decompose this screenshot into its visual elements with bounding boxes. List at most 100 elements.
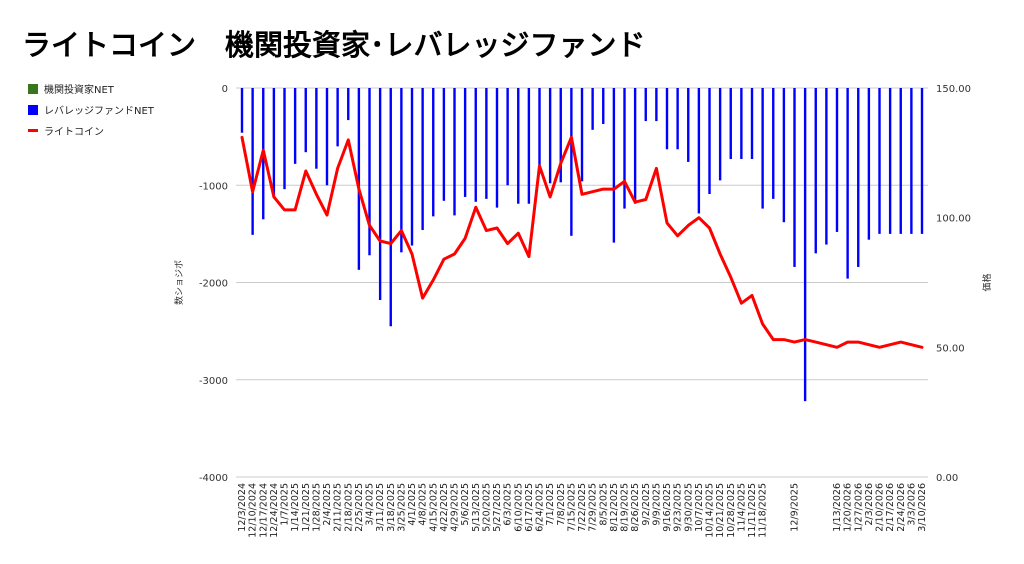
bar-leveraged (400, 88, 403, 253)
bar-leveraged (336, 88, 339, 147)
x-tick-label: 9/23/2025 (673, 483, 684, 532)
x-tick-label: 9/30/2025 (683, 483, 694, 532)
x-tick-label: 7/1/2025 (545, 483, 556, 526)
bar-leveraged (474, 88, 477, 202)
bar-leveraged (888, 88, 892, 234)
x-tick-label: 10/14/2025 (705, 483, 716, 538)
bar-leveraged (835, 88, 839, 232)
bar-leveraged (602, 88, 605, 124)
bar-leveraged (846, 88, 849, 279)
x-tick-label: 5/27/2025 (492, 483, 503, 532)
x-tick-label: 4/22/2025 (439, 483, 450, 532)
bar-leveraged (527, 88, 531, 204)
bar-leveraged (612, 88, 616, 243)
bar-leveraged (718, 88, 722, 181)
bar-leveraged (814, 88, 817, 254)
x-tick-label: 6/10/2025 (513, 483, 524, 532)
x-tick-label: 1/20/2026 (843, 483, 854, 532)
x-tick-label: 9/16/2025 (662, 483, 673, 532)
bar-leveraged (665, 88, 669, 150)
right-axis-tick-label: 0.00 (936, 473, 958, 484)
bar-leveraged (740, 88, 743, 159)
x-tick-label: 1/28/2025 (311, 483, 322, 532)
bar-leveraged (687, 88, 690, 162)
x-tick-label: 2/11/2025 (333, 483, 344, 532)
bar-leveraged (782, 88, 786, 223)
right-axis-tick-label: 100.00 (936, 214, 971, 225)
bar-leveraged (304, 88, 307, 153)
x-tick-label: 5/13/2025 (471, 483, 482, 532)
legend: 機関投資家NET レバレッジファンドNET ライトコイン (28, 78, 154, 141)
bar-leveraged (644, 88, 647, 122)
x-tick-label: 4/29/2025 (450, 483, 461, 532)
x-tick-label: 9/2/2025 (641, 483, 652, 526)
bar-leveraged (442, 88, 446, 201)
bar-leveraged (293, 88, 297, 164)
x-tick-label: 3/18/2025 (386, 483, 397, 532)
x-tick-label: 7/8/2025 (556, 483, 567, 526)
x-tick-label: 1/21/2025 (301, 483, 312, 532)
bar-leveraged (580, 88, 584, 182)
x-tick-label: 8/26/2025 (630, 483, 641, 532)
legend-item-litecoin: ライトコイン (28, 120, 154, 141)
x-tick-label: 12/9/2025 (790, 483, 801, 532)
x-tick-label: 1/27/2026 (853, 483, 864, 532)
bar-leveraged (633, 88, 637, 204)
bar-leveraged (570, 88, 573, 236)
bar-leveraged (729, 88, 732, 159)
bar-leveraged (463, 88, 467, 197)
legend-swatch-institutional (28, 83, 38, 94)
bar-leveraged (772, 88, 775, 199)
bar-leveraged (453, 88, 456, 216)
bar-leveraged (283, 88, 286, 190)
x-tick-label: 11/18/2025 (758, 483, 769, 538)
line-litecoin (240, 135, 924, 349)
bar-leveraged (591, 88, 594, 130)
left-axis-tick-label: 0 (222, 84, 228, 95)
bar-leveraged (485, 88, 488, 199)
bar-leveraged (325, 88, 329, 186)
x-tick-label: 10/21/2025 (715, 483, 726, 538)
x-tick-label: 11/11/2025 (747, 483, 758, 538)
x-tick-label: 4/8/2025 (418, 483, 429, 526)
x-tick-label: 5/6/2025 (460, 483, 471, 526)
x-tick-label: 2/18/2025 (343, 483, 354, 532)
bar-leveraged (538, 88, 541, 174)
left-axis-tick-label: -4000 (199, 473, 228, 484)
x-tick-label: 4/1/2025 (407, 483, 418, 526)
bar-leveraged (899, 88, 902, 234)
x-tick-label: 6/17/2025 (524, 483, 535, 532)
x-tick-label: 1/13/2026 (832, 483, 843, 532)
x-tick-label: 2/4/2025 (322, 483, 333, 526)
right-axis-title: 価格 (981, 273, 993, 291)
bar-leveraged (878, 88, 881, 234)
x-tick-label: 3/3/2026 (906, 483, 917, 526)
bar-leveraged (517, 88, 520, 204)
bar-leveraged (623, 88, 626, 209)
bar-leveraged (410, 88, 414, 246)
bar-leveraged (368, 88, 371, 256)
bar-leveraged (421, 88, 424, 230)
left-axis-tick-label: -1000 (199, 181, 228, 192)
bar-leveraged (920, 88, 924, 234)
bar-leveraged (750, 88, 754, 159)
x-tick-label: 7/29/2025 (588, 483, 599, 532)
left-axis-title: 数ショジポ (173, 260, 185, 305)
bar-leveraged (857, 88, 860, 267)
bar-leveraged (761, 88, 764, 209)
left-axis-tick-label: -3000 (199, 376, 228, 387)
bar-leveraged (697, 88, 701, 214)
bar-leveraged (357, 88, 361, 270)
bar-leveraged (910, 88, 913, 234)
x-tick-label: 2/10/2026 (875, 483, 886, 532)
x-tick-label: 8/12/2025 (609, 483, 620, 532)
legend-label-leveraged: レバレッジファンドNET (44, 106, 154, 117)
legend-swatch-litecoin (28, 129, 38, 132)
legend-item-institutional: 機関投資家NET (28, 78, 154, 99)
x-tick-label: 3/11/2025 (375, 483, 386, 532)
bar-leveraged (315, 88, 318, 169)
left-axis-tick-label: -2000 (199, 279, 228, 290)
x-tick-label: 2/24/2026 (896, 483, 907, 532)
legend-item-leveraged: レバレッジファンドNET (28, 99, 154, 120)
